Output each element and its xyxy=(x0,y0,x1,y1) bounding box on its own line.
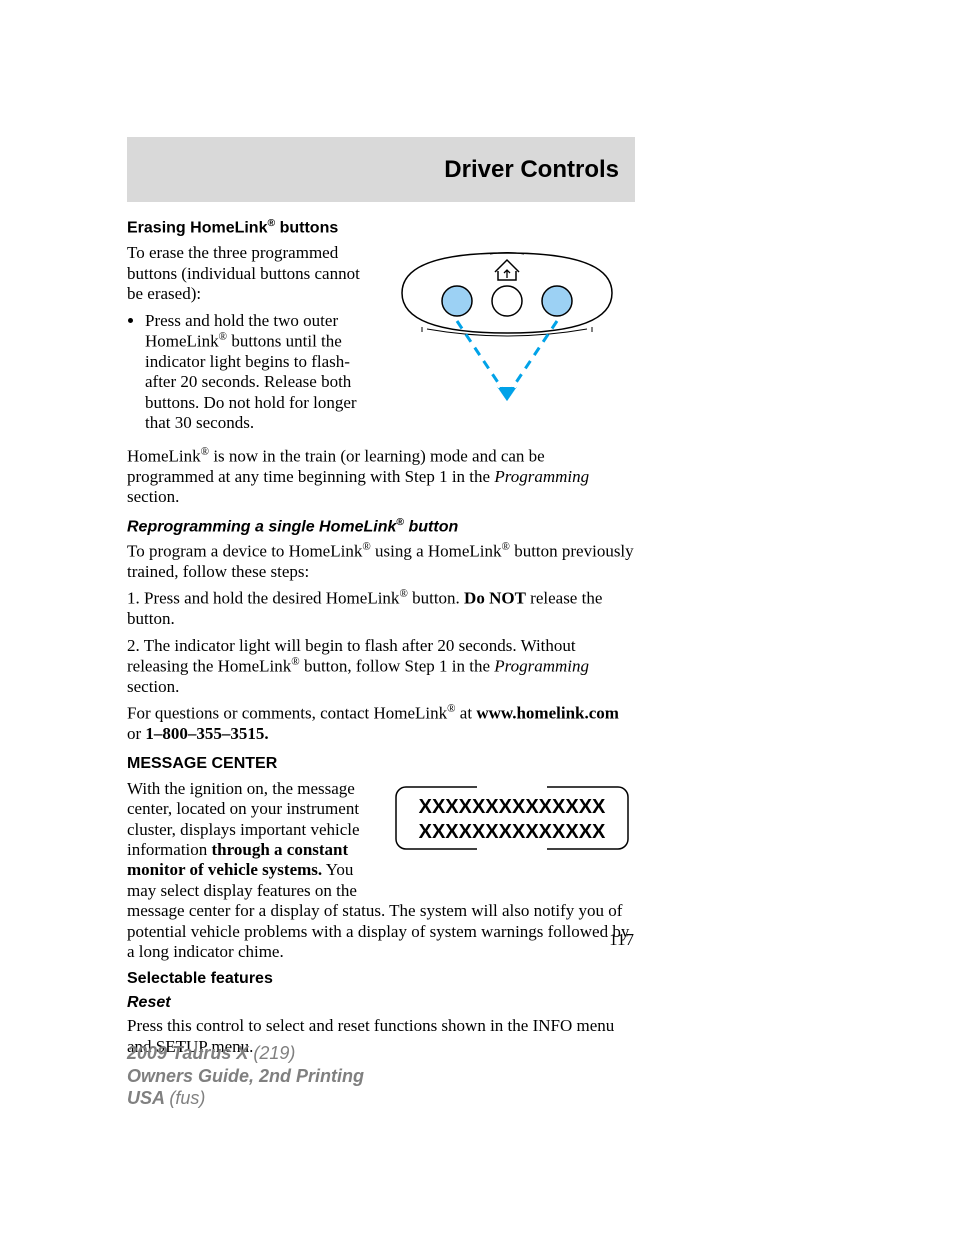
text: For questions or comments, contact HomeL… xyxy=(127,704,447,723)
reg-mark: ® xyxy=(267,218,275,229)
subheading-reset: Reset xyxy=(127,994,635,1012)
reprog-p3: 2. The indicator light will begin to fla… xyxy=(127,636,635,698)
footer-line-1: 2009 Taurus X (219) xyxy=(127,1042,635,1065)
reg-mark: ® xyxy=(362,541,370,553)
text: message center for a display of status. … xyxy=(127,901,629,961)
text: at xyxy=(456,704,477,723)
msg-text-col: With the ignition on, the message center… xyxy=(127,779,377,901)
text: buttons xyxy=(275,219,338,236)
text: To program a device to HomeLink xyxy=(127,541,362,560)
reprog-p1: To program a device to HomeLink® using a… xyxy=(127,541,635,582)
page-content: Erasing HomeLink® buttons To erase the t… xyxy=(127,218,635,1063)
text: button. xyxy=(408,589,464,608)
reprog-p4: For questions or comments, contact HomeL… xyxy=(127,703,635,744)
reprog-p2: 1. Press and hold the desired HomeLink® … xyxy=(127,588,635,629)
text: USA xyxy=(127,1088,169,1108)
erase-bullets: Press and hold the two outer HomeLink® b… xyxy=(127,311,367,434)
section-header: Driver Controls xyxy=(127,137,635,202)
erase-bullet-1: Press and hold the two outer HomeLink® b… xyxy=(145,311,367,434)
erase-after: HomeLink® is now in the train (or learni… xyxy=(127,446,635,508)
homelink-svg xyxy=(382,243,632,413)
reg-mark: ® xyxy=(396,517,404,528)
text: section. xyxy=(127,677,179,696)
heading-erase: Erasing HomeLink® buttons xyxy=(127,218,635,237)
text: Erasing HomeLink xyxy=(127,219,267,236)
text: Reprogramming a single HomeLink xyxy=(127,519,396,536)
message-display-svg: XXXXXXXXXXXXXX XXXXXXXXXXXXXX xyxy=(392,783,632,853)
text: (219) xyxy=(253,1043,295,1063)
reg-mark: ® xyxy=(291,656,299,668)
section-title: Driver Controls xyxy=(444,156,619,184)
text-italic: Programming xyxy=(494,467,589,486)
homelink-diagram xyxy=(379,243,635,413)
heading-selectable: Selectable features xyxy=(127,970,635,988)
text: section. xyxy=(127,487,179,506)
reg-mark: ® xyxy=(201,446,209,458)
display-line-2: XXXXXXXXXXXXXX xyxy=(419,821,606,843)
reg-mark: ® xyxy=(219,331,227,343)
text: or xyxy=(127,724,145,743)
display-line-1: XXXXXXXXXXXXXX xyxy=(419,796,606,818)
msg-para-cont: message center for a display of status. … xyxy=(127,901,635,962)
footer-line-2: Owners Guide, 2nd Printing xyxy=(127,1065,635,1088)
erase-intro: To erase the three programmed buttons (i… xyxy=(127,243,367,304)
heading-message-center: MESSAGE CENTER xyxy=(127,755,635,773)
text-italic: Programming xyxy=(494,657,589,676)
erase-row: To erase the three programmed buttons (i… xyxy=(127,243,635,437)
message-display-diagram: XXXXXXXXXXXXXX XXXXXXXXXXXXXX xyxy=(389,779,635,853)
erase-text-col: To erase the three programmed buttons (i… xyxy=(127,243,367,437)
text: button xyxy=(404,519,458,536)
link-text: www.homelink.com xyxy=(476,704,619,723)
msg-row: With the ignition on, the message center… xyxy=(127,779,635,901)
page-number: 117 xyxy=(609,930,634,950)
text: 1. Press and hold the desired HomeLink xyxy=(127,589,399,608)
text: using a HomeLink xyxy=(371,541,502,560)
footer-line-3: USA (fus) xyxy=(127,1087,635,1110)
text: Owners Guide, 2nd Printing xyxy=(127,1066,364,1086)
reg-mark: ® xyxy=(399,588,407,600)
footer: 2009 Taurus X (219) Owners Guide, 2nd Pr… xyxy=(127,1042,635,1110)
reg-mark: ® xyxy=(447,703,455,715)
text: HomeLink xyxy=(127,446,201,465)
text-bold: Do NOT xyxy=(464,589,526,608)
text: 2009 Taurus X xyxy=(127,1043,253,1063)
text: (fus) xyxy=(169,1088,205,1108)
reg-mark: ® xyxy=(502,541,510,553)
text: button, follow Step 1 in the xyxy=(300,657,495,676)
heading-reprogram: Reprogramming a single HomeLink® button xyxy=(127,517,635,536)
msg-para-left: With the ignition on, the message center… xyxy=(127,779,377,901)
phone-text: 1–800–355–3515. xyxy=(145,724,268,743)
